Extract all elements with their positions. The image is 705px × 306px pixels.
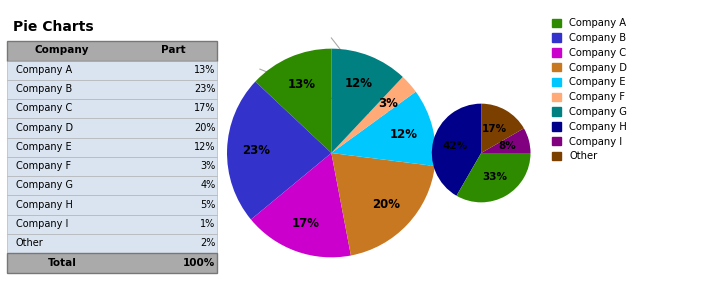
Text: Other: Other	[16, 238, 43, 248]
Text: Company D: Company D	[16, 123, 73, 132]
Wedge shape	[255, 49, 331, 153]
Text: Pie Charts: Pie Charts	[13, 20, 94, 34]
Bar	[6, 138, 216, 157]
Wedge shape	[432, 104, 482, 196]
Text: 23%: 23%	[194, 84, 216, 94]
Wedge shape	[227, 82, 331, 219]
Text: 8%: 8%	[498, 141, 516, 151]
Bar	[6, 253, 216, 273]
Text: 12%: 12%	[345, 76, 373, 90]
Text: 5%: 5%	[200, 200, 216, 210]
Text: Part: Part	[161, 46, 185, 55]
Text: Total: Total	[48, 258, 77, 267]
Text: Company I: Company I	[16, 219, 68, 229]
Text: 100%: 100%	[183, 258, 216, 267]
Bar	[6, 157, 216, 176]
Text: 1%: 1%	[200, 219, 216, 229]
Wedge shape	[331, 49, 403, 153]
Wedge shape	[456, 153, 531, 202]
Text: 23%: 23%	[243, 144, 270, 157]
Wedge shape	[331, 77, 416, 153]
Bar	[6, 234, 216, 253]
Text: Company E: Company E	[16, 142, 71, 152]
Bar	[6, 99, 216, 118]
Text: Company A: Company A	[16, 65, 72, 75]
Text: 12%: 12%	[194, 142, 216, 152]
Text: 4%: 4%	[200, 181, 216, 190]
Text: 3%: 3%	[200, 161, 216, 171]
Wedge shape	[331, 153, 435, 256]
Bar	[6, 196, 216, 215]
Text: 17%: 17%	[292, 217, 320, 230]
Text: 17%: 17%	[194, 103, 216, 113]
Text: 17%: 17%	[482, 125, 508, 135]
Wedge shape	[482, 128, 531, 153]
Text: 20%: 20%	[194, 123, 216, 132]
Text: Company B: Company B	[16, 84, 72, 94]
Legend: Company A, Company B, Company C, Company D, Company E, Company F, Company G, Com: Company A, Company B, Company C, Company…	[551, 17, 628, 162]
Text: 12%: 12%	[390, 128, 418, 141]
Text: 13%: 13%	[288, 77, 316, 91]
Text: Company F: Company F	[16, 161, 71, 171]
Text: 3%: 3%	[378, 97, 398, 110]
Wedge shape	[331, 92, 436, 166]
Bar	[6, 80, 216, 99]
Text: 42%: 42%	[442, 141, 467, 151]
Text: 13%: 13%	[194, 65, 216, 75]
Bar	[6, 118, 216, 138]
Wedge shape	[482, 104, 524, 153]
Text: Company C: Company C	[16, 103, 72, 113]
Text: Company: Company	[35, 46, 90, 55]
Text: 33%: 33%	[482, 171, 507, 181]
Text: Company G: Company G	[16, 181, 73, 190]
Bar	[6, 61, 216, 80]
Text: 2%: 2%	[200, 238, 216, 248]
Wedge shape	[251, 153, 351, 257]
Text: Company H: Company H	[16, 200, 73, 210]
Text: 20%: 20%	[372, 198, 400, 211]
Bar	[6, 215, 216, 234]
Bar	[6, 41, 216, 61]
Bar	[6, 176, 216, 196]
